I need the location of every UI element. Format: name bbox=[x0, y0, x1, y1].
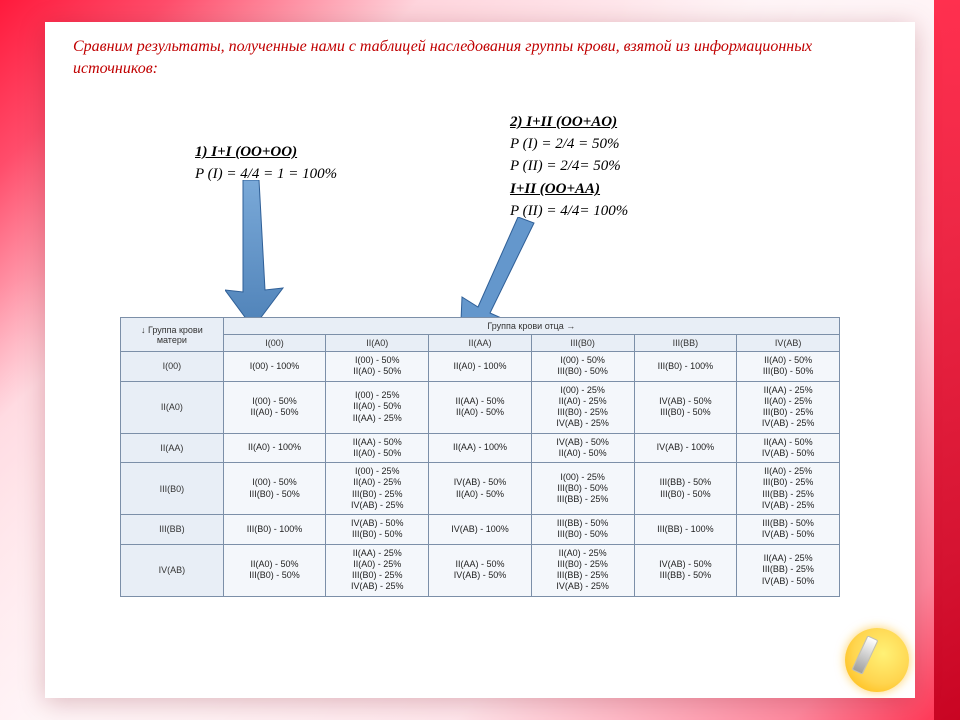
mother-row: III(BB) bbox=[121, 515, 224, 545]
table-cell: I(00) - 100% bbox=[223, 352, 326, 382]
calc2-line: P (II) = 2/4= 50% bbox=[510, 156, 628, 178]
mother-row: II(AA) bbox=[121, 433, 224, 463]
table-cell: II(A0) - 100% bbox=[223, 433, 326, 463]
mother-row: III(B0) bbox=[121, 463, 224, 515]
table-cell: I(00) - 25%II(A0) - 50%II(AA) - 25% bbox=[326, 381, 429, 433]
calc1-heading: 1) I+I (OO+OO) bbox=[195, 142, 337, 164]
slide: Сравним результаты, полученные нами с та… bbox=[45, 22, 915, 698]
table-cell: II(AA) - 25%II(A0) - 25%III(B0) - 25%IV(… bbox=[737, 381, 840, 433]
calc-block-1: 1) I+I (OO+OO) P (I) = 4/4 = 1 = 100% bbox=[195, 142, 337, 186]
table-cell: I(00) - 50%II(A0) - 50% bbox=[326, 352, 429, 382]
table-cell: III(B0) - 100% bbox=[634, 352, 737, 382]
mother-row: I(00) bbox=[121, 352, 224, 382]
table-cell: II(A0) - 25%III(B0) - 25%III(BB) - 25%IV… bbox=[737, 463, 840, 515]
table-cell: IV(AB) - 100% bbox=[634, 433, 737, 463]
table-cell: I(00) - 25%III(B0) - 50%III(BB) - 25% bbox=[531, 463, 634, 515]
table-cell: I(00) - 50%III(B0) - 50% bbox=[531, 352, 634, 382]
father-col: III(B0) bbox=[531, 335, 634, 352]
father-col: I(00) bbox=[223, 335, 326, 352]
father-col: IV(AB) bbox=[737, 335, 840, 352]
table-cell: II(A0) - 50%III(B0) - 50% bbox=[737, 352, 840, 382]
table-cell: III(B0) - 100% bbox=[223, 515, 326, 545]
table-cell: II(AA) - 50%IV(AB) - 50% bbox=[737, 433, 840, 463]
calc2-heading: 2) I+II (OO+AO) bbox=[510, 112, 628, 134]
father-col: II(A0) bbox=[326, 335, 429, 352]
table-cell: I(00) - 25%II(A0) - 25%III(B0) - 25%IV(A… bbox=[326, 463, 429, 515]
calc2-heading2: I+II (OO+AA) bbox=[510, 179, 628, 201]
table-cell: I(00) - 50%II(A0) - 50% bbox=[223, 381, 326, 433]
decorative-strip bbox=[934, 0, 960, 720]
table-cell: II(AA) - 25%II(A0) - 25%III(B0) - 25%IV(… bbox=[326, 544, 429, 596]
table-cell: I(00) - 25%II(A0) - 25%III(B0) - 25%IV(A… bbox=[531, 381, 634, 433]
table-cell: III(BB) - 100% bbox=[634, 515, 737, 545]
table-cell: II(AA) - 50%II(A0) - 50% bbox=[429, 381, 532, 433]
intro-text: Сравним результаты, полученные нами с та… bbox=[73, 36, 883, 79]
father-col: III(BB) bbox=[634, 335, 737, 352]
arrow-1-icon bbox=[225, 180, 305, 330]
table-cell: IV(AB) - 50%III(B0) - 50% bbox=[326, 515, 429, 545]
table-cell: I(00) - 50%III(B0) - 50% bbox=[223, 463, 326, 515]
table-cell: IV(AB) - 50%II(A0) - 50% bbox=[429, 463, 532, 515]
table-cell: II(AA) - 100% bbox=[429, 433, 532, 463]
mother-row: IV(AB) bbox=[121, 544, 224, 596]
table-cell: III(BB) - 50%IV(AB) - 50% bbox=[737, 515, 840, 545]
inheritance-table: ↓ Группа крови материГруппа крови отца →… bbox=[120, 317, 840, 597]
table-cell: II(A0) - 50%III(B0) - 50% bbox=[223, 544, 326, 596]
mother-row: II(A0) bbox=[121, 381, 224, 433]
table-cell: II(AA) - 50%IV(AB) - 50% bbox=[429, 544, 532, 596]
table-cell: III(BB) - 50%III(B0) - 50% bbox=[634, 463, 737, 515]
table-cell: II(AA) - 25%III(BB) - 25%IV(AB) - 50% bbox=[737, 544, 840, 596]
father-col: II(AA) bbox=[429, 335, 532, 352]
father-header: Группа крови отца → bbox=[223, 318, 839, 335]
table-cell: II(A0) - 100% bbox=[429, 352, 532, 382]
table-cell: IV(AB) - 50%II(A0) - 50% bbox=[531, 433, 634, 463]
table-cell: II(A0) - 25%III(B0) - 25%III(BB) - 25%IV… bbox=[531, 544, 634, 596]
row-header-label: ↓ Группа крови матери bbox=[121, 318, 224, 352]
syringe-icon bbox=[845, 628, 909, 692]
calc2-line: P (I) = 2/4 = 50% bbox=[510, 134, 628, 156]
table-cell: III(BB) - 50%III(B0) - 50% bbox=[531, 515, 634, 545]
table-cell: II(AA) - 50%II(A0) - 50% bbox=[326, 433, 429, 463]
calc-block-2: 2) I+II (OO+AO) P (I) = 2/4 = 50% P (II)… bbox=[510, 112, 628, 223]
table-cell: IV(AB) - 100% bbox=[429, 515, 532, 545]
table-cell: IV(AB) - 50%III(BB) - 50% bbox=[634, 544, 737, 596]
table-cell: IV(AB) - 50%III(B0) - 50% bbox=[634, 381, 737, 433]
